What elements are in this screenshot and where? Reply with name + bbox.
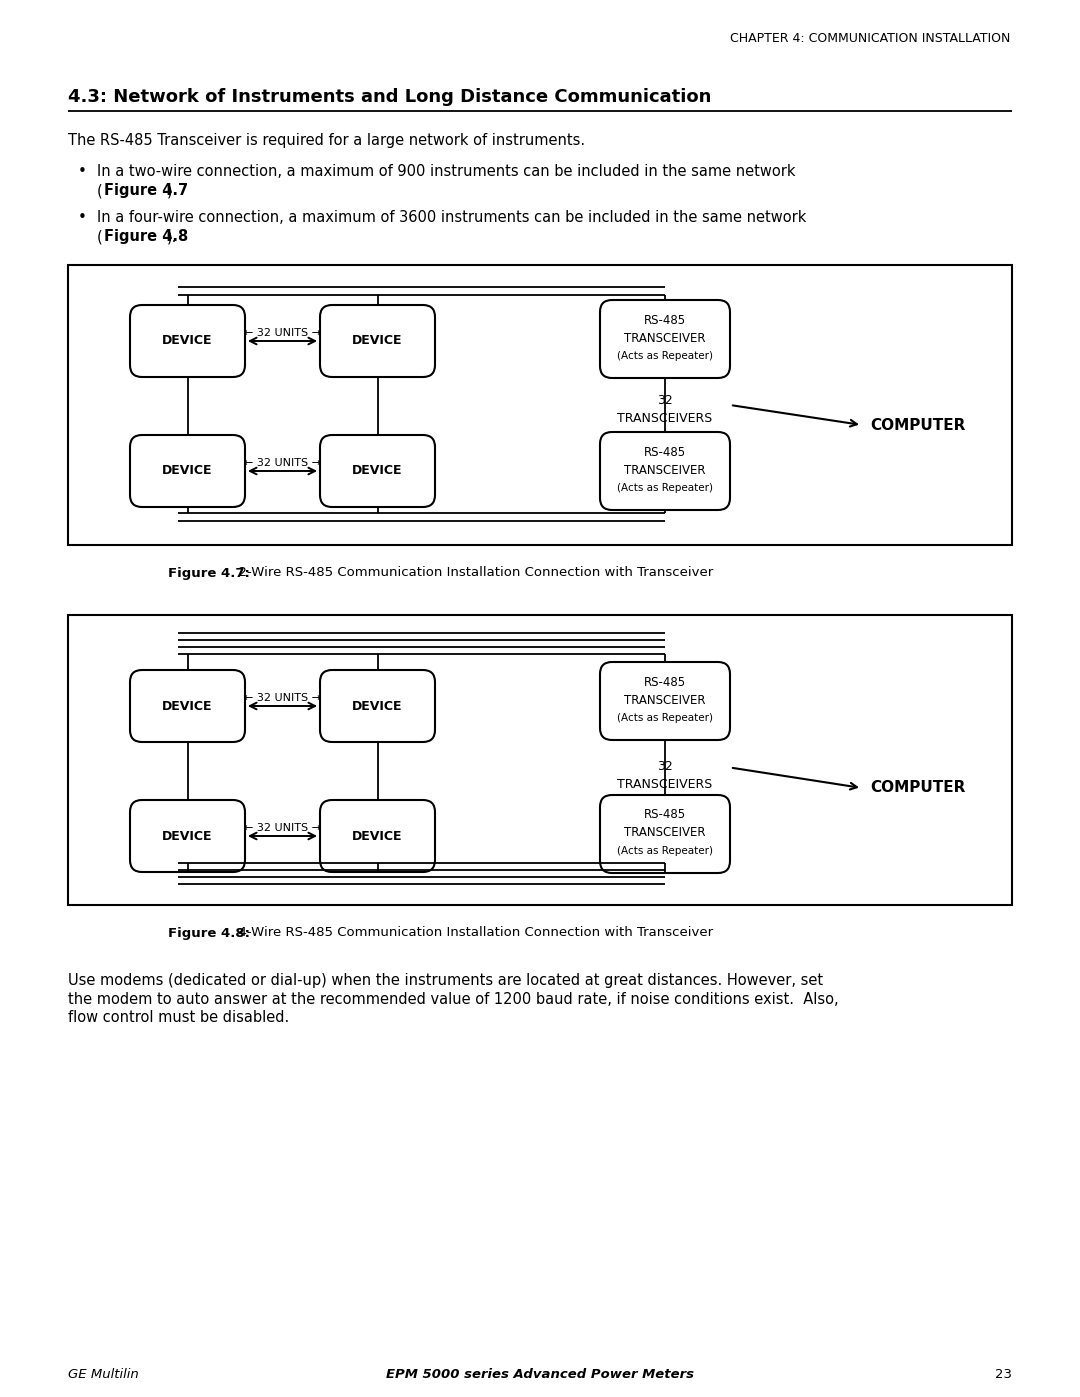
FancyBboxPatch shape — [320, 800, 435, 872]
Text: DEVICE: DEVICE — [162, 830, 213, 842]
Text: DEVICE: DEVICE — [352, 464, 403, 478]
Text: (: ( — [97, 229, 103, 244]
Text: TRANSCEIVER: TRANSCEIVER — [624, 464, 705, 476]
Text: (Acts as Repeater): (Acts as Repeater) — [617, 351, 713, 360]
FancyBboxPatch shape — [600, 300, 730, 379]
Text: RS-485: RS-485 — [644, 676, 686, 689]
Text: CHAPTER 4: COMMUNICATION INSTALLATION: CHAPTER 4: COMMUNICATION INSTALLATION — [730, 32, 1010, 45]
Text: ← 32 UNITS →: ← 32 UNITS → — [244, 328, 321, 338]
Text: COMPUTER: COMPUTER — [870, 418, 966, 433]
Text: ← 32 UNITS →: ← 32 UNITS → — [244, 458, 321, 468]
Text: the modem to auto answer at the recommended value of 1200 baud rate, if noise co: the modem to auto answer at the recommen… — [68, 992, 839, 1006]
Text: The RS-485 Transceiver is required for a large network of instruments.: The RS-485 Transceiver is required for a… — [68, 133, 585, 148]
FancyBboxPatch shape — [600, 432, 730, 510]
Text: ← 32 UNITS →: ← 32 UNITS → — [244, 693, 321, 703]
Text: In a four-wire connection, a maximum of 3600 instruments can be included in the : In a four-wire connection, a maximum of … — [97, 211, 807, 225]
Text: GE Multilin: GE Multilin — [68, 1369, 138, 1382]
Bar — [68, 615, 1012, 905]
Text: DEVICE: DEVICE — [352, 830, 403, 842]
Text: (Acts as Repeater): (Acts as Repeater) — [617, 712, 713, 724]
Text: (Acts as Repeater): (Acts as Repeater) — [617, 483, 713, 493]
Text: COMPUTER: COMPUTER — [870, 781, 966, 795]
Text: DEVICE: DEVICE — [162, 464, 213, 478]
Text: Use modems (dedicated or dial-up) when the instruments are located at great dist: Use modems (dedicated or dial-up) when t… — [68, 972, 823, 988]
Text: RS-485: RS-485 — [644, 446, 686, 458]
Text: Figure 4.8: Figure 4.8 — [104, 229, 188, 244]
Text: DEVICE: DEVICE — [352, 700, 403, 712]
Text: •: • — [78, 165, 86, 179]
Text: TRANSCEIVERS: TRANSCEIVERS — [618, 412, 713, 426]
Text: In a two-wire connection, a maximum of 900 instruments can be included in the sa: In a two-wire connection, a maximum of 9… — [97, 165, 796, 179]
FancyBboxPatch shape — [320, 434, 435, 507]
FancyBboxPatch shape — [600, 795, 730, 873]
Text: DEVICE: DEVICE — [352, 334, 403, 348]
Text: DEVICE: DEVICE — [162, 334, 213, 348]
Text: 4-Wire RS-485 Communication Installation Connection with Transceiver: 4-Wire RS-485 Communication Installation… — [230, 926, 713, 940]
Text: 4.3: Network of Instruments and Long Distance Communication: 4.3: Network of Instruments and Long Dis… — [68, 88, 712, 106]
Text: ← 32 UNITS →: ← 32 UNITS → — [244, 823, 321, 833]
Text: 2-Wire RS-485 Communication Installation Connection with Transceiver: 2-Wire RS-485 Communication Installation… — [230, 567, 713, 580]
Text: 32: 32 — [657, 760, 673, 773]
Text: •: • — [78, 211, 86, 225]
Text: RS-485: RS-485 — [644, 313, 686, 327]
FancyBboxPatch shape — [130, 434, 245, 507]
Text: flow control must be disabled.: flow control must be disabled. — [68, 1010, 289, 1025]
Text: Figure 4.7: Figure 4.7 — [104, 183, 188, 198]
Text: Figure 4.8:: Figure 4.8: — [168, 926, 249, 940]
Text: ): ) — [167, 183, 173, 198]
Text: EPM 5000 series Advanced Power Meters: EPM 5000 series Advanced Power Meters — [386, 1369, 694, 1382]
Text: (Acts as Repeater): (Acts as Repeater) — [617, 847, 713, 856]
Text: TRANSCEIVERS: TRANSCEIVERS — [618, 778, 713, 791]
FancyBboxPatch shape — [320, 305, 435, 377]
Text: TRANSCEIVER: TRANSCEIVER — [624, 693, 705, 707]
FancyBboxPatch shape — [320, 671, 435, 742]
FancyBboxPatch shape — [600, 662, 730, 740]
FancyBboxPatch shape — [130, 305, 245, 377]
Text: 23: 23 — [995, 1369, 1012, 1382]
Text: DEVICE: DEVICE — [162, 700, 213, 712]
FancyBboxPatch shape — [130, 671, 245, 742]
FancyBboxPatch shape — [130, 800, 245, 872]
Text: 32: 32 — [657, 394, 673, 408]
Text: ).: ). — [167, 229, 177, 244]
Text: RS-485: RS-485 — [644, 809, 686, 821]
Text: Figure 4.7:: Figure 4.7: — [168, 567, 249, 580]
Text: TRANSCEIVER: TRANSCEIVER — [624, 827, 705, 840]
Text: (: ( — [97, 183, 103, 198]
Bar — [68, 265, 1012, 545]
Text: TRANSCEIVER: TRANSCEIVER — [624, 331, 705, 345]
